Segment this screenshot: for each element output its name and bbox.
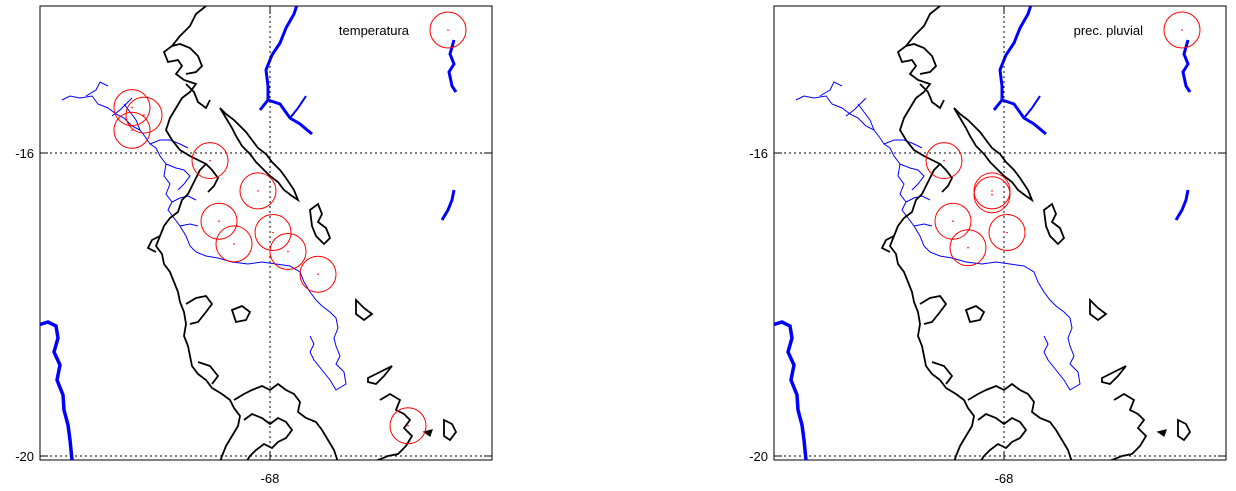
map-panel-temperatura: -16 -20 -68 temperatura bbox=[15, 5, 493, 486]
y-tick-label: -20 bbox=[15, 449, 34, 464]
station-marker-5 bbox=[239, 172, 277, 210]
station-marker-dot bbox=[131, 106, 133, 109]
station-marker-1 bbox=[113, 89, 151, 127]
legend-label: temperatura bbox=[339, 23, 410, 38]
station-marker-7 bbox=[215, 225, 253, 263]
station-marker-dot bbox=[143, 114, 145, 116]
station-marker-9 bbox=[269, 233, 307, 270]
station-marker-dot bbox=[967, 246, 969, 249]
x-tick-label: -68 bbox=[995, 471, 1014, 486]
station-marker-dot bbox=[943, 159, 945, 162]
y-tick-label: -20 bbox=[749, 449, 768, 464]
y-tick-label: -16 bbox=[15, 146, 34, 161]
station-marker-10 bbox=[299, 255, 337, 293]
station-marker-2 bbox=[125, 96, 163, 134]
legend-marker-dot bbox=[447, 29, 449, 31]
station-marker-11 bbox=[389, 407, 427, 445]
station-marker-dot bbox=[991, 190, 993, 192]
station-markers bbox=[113, 89, 427, 445]
x-tick-label: -68 bbox=[261, 471, 280, 486]
station-marker-5 bbox=[949, 229, 987, 267]
station-marker-dot bbox=[257, 190, 259, 192]
y-tick-label: -16 bbox=[749, 146, 768, 161]
legend-marker bbox=[1163, 11, 1201, 49]
station-marker-dot bbox=[317, 273, 319, 276]
station-markers bbox=[925, 142, 1026, 267]
station-marker-dot bbox=[233, 243, 235, 245]
station-marker-dot bbox=[287, 250, 289, 253]
station-marker-6 bbox=[988, 214, 1026, 251]
station-marker-dot bbox=[272, 231, 274, 234]
station-marker-4 bbox=[934, 202, 972, 240]
station-marker-dot bbox=[131, 129, 133, 132]
station-marker-dot bbox=[952, 220, 954, 222]
station-marker-3 bbox=[973, 176, 1011, 214]
station-marker-4 bbox=[191, 142, 229, 180]
legend-label: prec. pluvial bbox=[1074, 23, 1143, 38]
station-marker-3 bbox=[113, 111, 151, 149]
legend-marker-dot bbox=[1181, 29, 1183, 31]
station-marker-6 bbox=[200, 202, 238, 240]
station-marker-dot bbox=[1006, 231, 1008, 234]
legend-marker bbox=[429, 11, 467, 49]
station-marker-dot bbox=[218, 220, 220, 222]
station-marker-dot bbox=[407, 424, 409, 427]
station-marker-dot bbox=[991, 193, 993, 196]
map-panel-prec-pluvial: -16 -20 -68 prec. pluvial bbox=[749, 5, 1227, 486]
station-marker-1 bbox=[925, 142, 963, 180]
station-marker-8 bbox=[254, 214, 292, 251]
station-marker-dot bbox=[209, 159, 211, 162]
